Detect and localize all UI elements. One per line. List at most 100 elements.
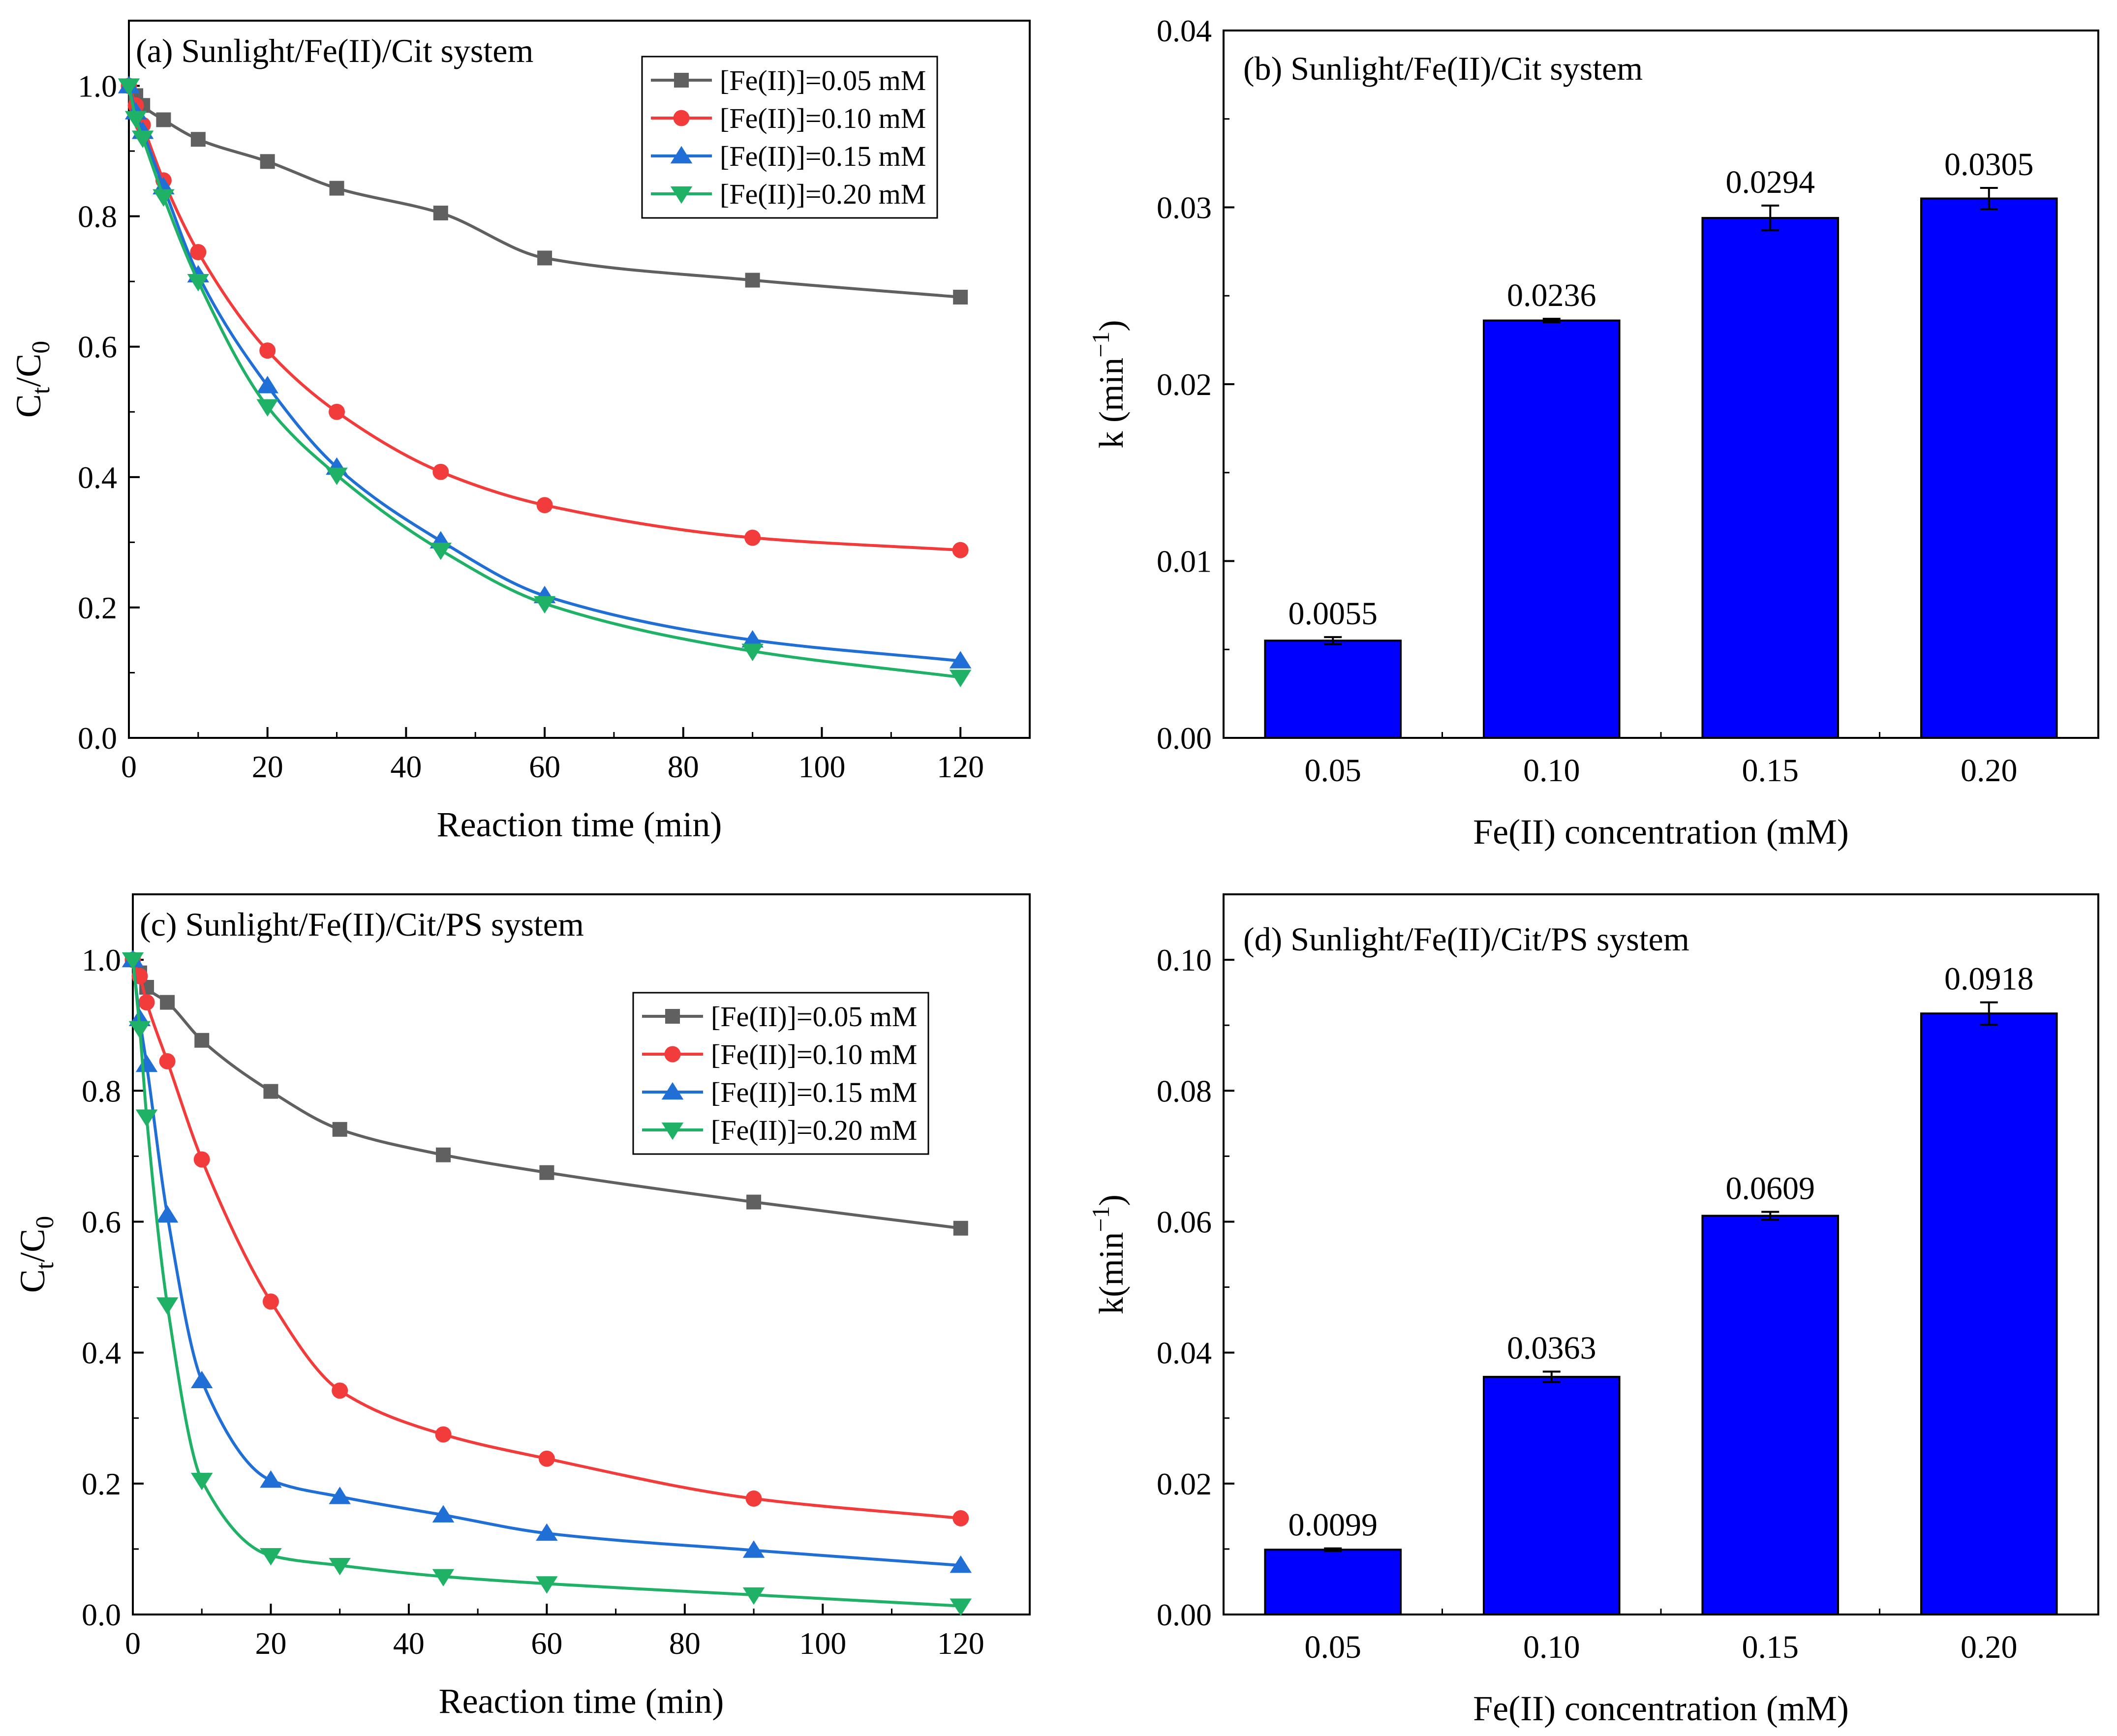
data-point xyxy=(949,651,972,669)
y-tick-label: 0.00 xyxy=(1157,721,1212,756)
data-point xyxy=(746,1194,762,1210)
y-tick-label: 0.0 xyxy=(82,1597,121,1632)
data-point xyxy=(262,1293,279,1310)
legend-marker xyxy=(670,146,693,164)
data-point xyxy=(131,130,154,148)
data-point xyxy=(260,154,275,169)
series-line xyxy=(131,959,961,1567)
y-tick-label: 1.0 xyxy=(78,69,117,104)
legend-label: [Fe(II)]=0.15 mM xyxy=(720,140,926,172)
data-point xyxy=(190,1472,213,1491)
x-tick-label: 40 xyxy=(390,749,422,784)
panel-title: (d) Sunlight/Fe(II)/Cit/PS system xyxy=(1243,920,1689,958)
y-tick-label: 0.04 xyxy=(1157,1336,1212,1371)
data-point xyxy=(135,1054,158,1072)
x-tick-label: 0.05 xyxy=(1305,753,1362,789)
data-point xyxy=(432,463,449,480)
x-tick-label: 120 xyxy=(937,1626,984,1661)
data-label: 0.0305 xyxy=(1944,147,2034,183)
data-point xyxy=(436,1147,451,1162)
series-[Fe(II)]=0.20 mM xyxy=(122,952,972,1616)
x-tick-label: 0 xyxy=(125,1626,141,1661)
x-tick-label: 20 xyxy=(252,749,283,784)
x-tick-label: 0.20 xyxy=(1961,1629,2018,1665)
series-line xyxy=(127,85,961,299)
x-tick-label: 80 xyxy=(668,749,699,784)
data-point xyxy=(122,952,144,970)
series-line xyxy=(131,959,961,1520)
data-point xyxy=(950,1598,972,1616)
bar xyxy=(1482,319,1621,739)
legend-box xyxy=(641,56,938,219)
x-tick-label: 0.05 xyxy=(1305,1629,1362,1665)
x-tick-label: 60 xyxy=(531,1626,562,1661)
data-point xyxy=(533,596,556,614)
data-point xyxy=(156,1297,179,1315)
legend-marker xyxy=(664,1046,681,1063)
legend-label: [Fe(II)]=0.20 mM xyxy=(720,178,926,210)
x-tick-label: 100 xyxy=(798,749,845,784)
y-tick-label: 0.06 xyxy=(1157,1204,1212,1239)
data-point xyxy=(332,1122,347,1137)
x-tick-label: 0.15 xyxy=(1742,1629,1799,1665)
data-label: 0.0099 xyxy=(1289,1507,1378,1543)
data-point xyxy=(156,112,171,127)
legend-label: [Fe(II)]=0.10 mM xyxy=(720,102,926,134)
data-point xyxy=(536,497,553,514)
data-point xyxy=(537,250,552,266)
legend-label: [Fe(II)]=0.10 mM xyxy=(711,1038,917,1070)
data-point xyxy=(118,78,140,96)
y-tick-label: 0.6 xyxy=(78,330,117,365)
data-point xyxy=(124,111,147,129)
data-label: 0.0609 xyxy=(1726,1170,1815,1206)
legend: [Fe(II)]=0.05 mM [Fe(II)]=0.10 mM [Fe(II)]… xyxy=(632,992,929,1155)
data-point xyxy=(193,1151,210,1168)
data-point xyxy=(187,274,210,292)
x-tick-label: 120 xyxy=(937,749,984,784)
data-point xyxy=(329,181,344,196)
y-tick-label: 0.08 xyxy=(1157,1073,1212,1108)
data-label: 0.0236 xyxy=(1507,277,1596,313)
data-point xyxy=(256,376,278,394)
legend-marker xyxy=(661,1122,684,1140)
bar xyxy=(1264,640,1402,739)
data-point xyxy=(742,1540,765,1558)
legend: [Fe(II)]=0.05 mM [Fe(II)]=0.10 mM [Fe(II)]… xyxy=(641,56,938,219)
data-point xyxy=(432,1569,455,1587)
data-point xyxy=(742,1587,765,1605)
panel-title: (b) Sunlight/Fe(II)/Cit system xyxy=(1243,50,1643,87)
data-point xyxy=(138,994,155,1011)
x-tick-label: 100 xyxy=(799,1626,846,1661)
legend-label: [Fe(II)]=0.20 mM xyxy=(711,1114,917,1146)
data-point xyxy=(741,643,764,661)
chart-c: 0.0 0.2 0.4 0.6 0.8 1.0 0 20 40 60 80 100 120 Reactio… xyxy=(13,893,1031,1721)
data-point xyxy=(536,1576,558,1594)
data-point xyxy=(259,342,276,359)
data-point xyxy=(435,1426,452,1443)
data-point xyxy=(538,1450,555,1467)
data-point xyxy=(190,132,206,147)
data-point xyxy=(260,1548,282,1566)
y-tick-label: 0.10 xyxy=(1157,943,1212,977)
y-tick-label: 0.0 xyxy=(78,721,117,756)
y-tick-label: 0.00 xyxy=(1157,1597,1212,1632)
data-point xyxy=(128,1021,151,1039)
data-point xyxy=(329,1557,351,1576)
data-label: 0.0363 xyxy=(1507,1330,1596,1366)
y-tick-label: 0.8 xyxy=(78,199,117,234)
plot-frame xyxy=(132,893,1031,1615)
data-point xyxy=(326,467,348,486)
series-line xyxy=(131,959,961,1230)
y-axis-label: Ct/C0 xyxy=(13,1216,59,1293)
data-point xyxy=(194,1033,210,1048)
x-axis-label: Reaction time (min) xyxy=(439,1681,724,1721)
data-point xyxy=(536,1523,558,1541)
legend-label: [Fe(II)]=0.05 mM xyxy=(720,64,926,96)
y-tick-label: 0.2 xyxy=(78,590,117,625)
x-tick-label: 0.15 xyxy=(1742,753,1799,789)
data-point xyxy=(950,1555,972,1573)
x-axis-label: Fe(II) concentration (mM) xyxy=(1473,812,1849,852)
data-point xyxy=(952,1510,969,1526)
legend-marker xyxy=(670,186,693,204)
data-point xyxy=(156,1205,179,1223)
